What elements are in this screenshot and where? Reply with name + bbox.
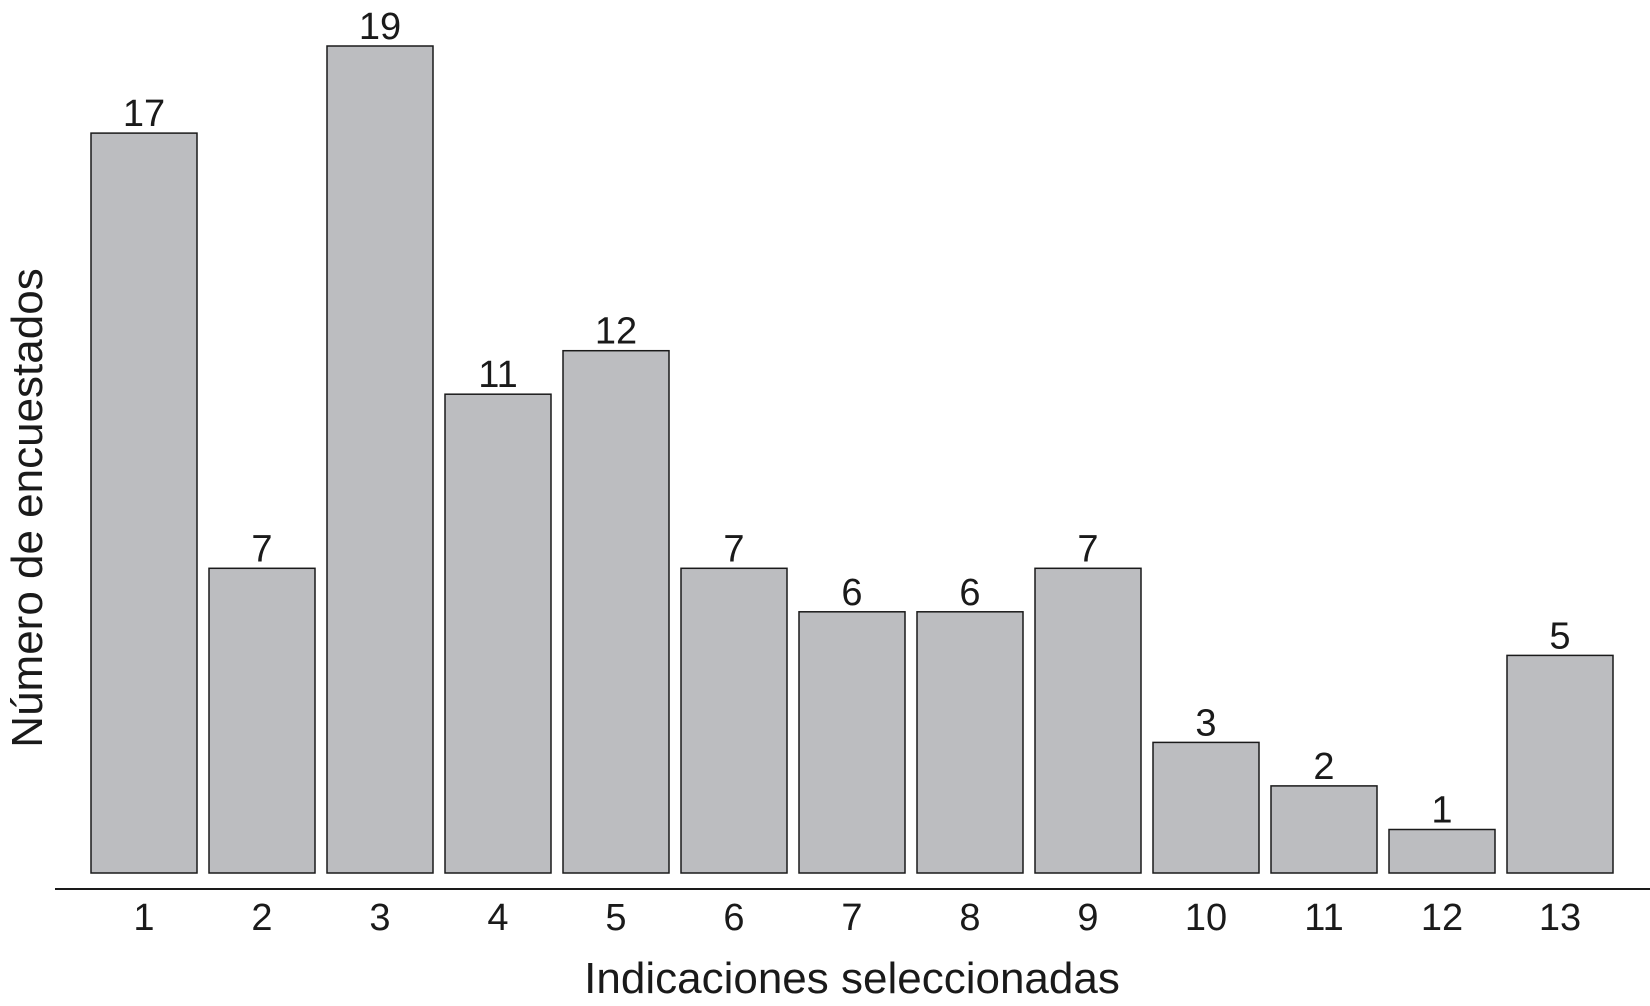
x-tick-label-12: 12 (1421, 897, 1463, 939)
x-tick-labels: 1 2 3 4 5 6 7 8 9 10 11 12 13 (133, 897, 1581, 939)
value-label-2: 7 (251, 528, 272, 570)
value-label-3: 19 (359, 6, 401, 48)
x-tick-label-5: 5 (605, 897, 626, 939)
bar-3 (326, 45, 434, 874)
x-tick-label-8: 8 (959, 897, 980, 939)
x-tick-label-13: 13 (1539, 897, 1581, 939)
value-label-6: 7 (723, 528, 744, 570)
bar-4 (444, 393, 552, 874)
bar-10 (1152, 741, 1260, 874)
bars-layer (90, 45, 1614, 874)
x-tick-label-9: 9 (1077, 897, 1098, 939)
bar-9 (1034, 567, 1142, 874)
x-tick-label-7: 7 (841, 897, 862, 939)
x-axis-title: Indicaciones seleccionadas (584, 954, 1120, 1003)
value-label-12: 1 (1431, 790, 1452, 832)
x-tick-label-2: 2 (251, 897, 272, 939)
value-label-4: 11 (478, 354, 517, 396)
x-tick-label-3: 3 (369, 897, 390, 939)
value-label-1: 17 (123, 93, 165, 135)
y-axis-title: Número de encuestados (3, 268, 52, 747)
x-tick-label-4: 4 (487, 897, 508, 939)
value-label-7: 6 (841, 572, 862, 614)
value-label-9: 7 (1077, 528, 1098, 570)
value-label-10: 3 (1195, 702, 1216, 744)
value-label-5: 12 (595, 311, 637, 353)
bar-5 (562, 349, 670, 874)
value-label-11: 2 (1313, 746, 1334, 788)
x-tick-label-11: 11 (1304, 897, 1343, 939)
bar-12 (1388, 828, 1496, 874)
x-tick-label-10: 10 (1185, 897, 1227, 939)
bar-1 (90, 132, 198, 874)
bar-6 (680, 567, 788, 874)
x-tick-label-6: 6 (723, 897, 744, 939)
bar-8 (916, 611, 1024, 874)
value-label-13: 5 (1549, 615, 1570, 657)
bar-11 (1270, 785, 1378, 874)
bar-2 (208, 567, 316, 874)
value-label-8: 6 (959, 572, 980, 614)
bar-13 (1506, 654, 1614, 874)
x-tick-label-1: 1 (133, 897, 154, 939)
bar-7 (798, 611, 906, 874)
value-labels-layer: 17 7 19 11 12 7 6 6 7 3 2 1 5 (123, 6, 1571, 832)
